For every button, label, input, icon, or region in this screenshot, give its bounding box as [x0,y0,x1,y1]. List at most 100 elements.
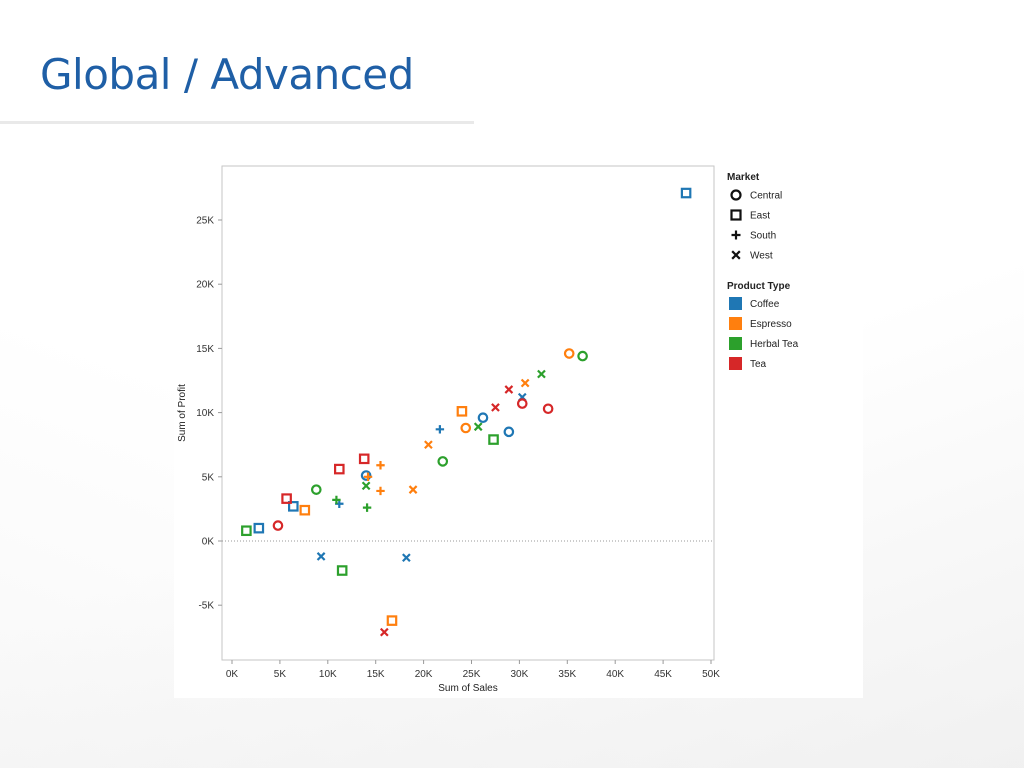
point-central-espresso-shape [563,348,575,359]
legend: Market Central East South West Product Type Co… [727,172,799,370]
slide-title: Global / Advanced [40,50,414,99]
point-east-coffee-shape [253,522,265,534]
legend-square-icon [730,209,742,221]
point-west-herbal-tea-shape [537,369,546,379]
legend-cross-icon [731,250,741,260]
legend-product-label: Coffee [750,299,780,310]
legend-swatch [729,357,742,370]
point-central-coffee [503,426,515,438]
point-central-tea-shape [542,403,554,415]
x-tick-label: 25K [463,669,481,680]
point-east-espresso-shape [386,615,398,626]
y-axis-title: Sum of Profit [177,384,188,442]
point-central-herbal-tea-shape [577,350,588,362]
point-east-espresso [456,406,468,417]
point-central-tea-shape [516,398,528,409]
scatter-chart: 0K 5K 10K 15K 20K 25K 30K 35K 40K 45K 50K -5K 0K 5K 1… [177,165,799,694]
point-east-herbal-tea [336,565,348,576]
legend-circle-icon [730,189,742,201]
point-east-espresso-shape [456,406,468,417]
point-central-coffee-shape [503,426,515,438]
point-central-tea-shape [272,520,284,531]
point-central-tea [272,520,284,531]
point-west-tea-shape [491,403,500,412]
x-tick-label: 30K [511,669,529,680]
legend-square-icon-shape [730,209,742,221]
point-west-espresso-shape [520,378,530,388]
point-east-tea [281,493,292,504]
point-east-coffee [288,501,299,512]
point-south-espresso-shape [363,472,373,481]
legend-product-title: Product Type [727,281,791,292]
data-points [241,187,692,637]
point-east-tea-shape [281,493,292,504]
point-west-herbal-tea-shape [361,481,371,491]
y-tick-label: 25K [196,216,214,227]
point-central-coffee-shape [360,470,372,481]
point-east-coffee-shape [680,187,692,199]
point-east-herbal-tea-shape [241,525,252,537]
point-south-coffee [435,425,445,434]
point-west-tea [379,627,389,637]
point-east-espresso [386,615,398,626]
y-tick-label: 0K [202,537,215,548]
x-tick-label: 40K [606,669,624,680]
point-west-herbal-tea-shape [473,422,483,432]
y-axis: -5K 0K 5K 10K 15K 20K 25K [196,216,222,612]
legend-swatch [729,337,742,350]
legend-plus-icon [731,230,741,240]
point-west-herbal-tea [361,481,371,491]
legend-market-label: Central [750,191,782,202]
point-west-herbal-tea [537,369,546,379]
point-east-tea [358,453,370,465]
point-central-tea [542,403,554,415]
point-central-herbal-tea [311,484,322,495]
x-tick-label: 50K [702,669,720,680]
y-tick-label: 5K [202,472,215,483]
legend-circle-icon-shape [730,189,742,201]
point-east-herbal-tea-shape [336,565,348,576]
point-east-herbal-tea [488,434,499,445]
point-south-herbal-tea [332,495,341,505]
y-tick-label: 15K [196,344,214,355]
legend-market-label: West [750,251,773,262]
point-east-coffee-shape [288,501,299,512]
legend-product-label: Tea [750,359,767,370]
point-central-herbal-tea [437,456,449,467]
point-south-espresso [363,472,373,481]
legend-product-label: Espresso [750,319,792,330]
chart-panel: 0K 5K 10K 15K 20K 25K 30K 35K 40K 45K 50K -5K 0K 5K 1… [174,152,863,698]
x-tick-label: 15K [367,669,385,680]
x-tick-label: 0K [226,669,239,680]
point-west-espresso-shape [408,485,418,494]
x-axis: 0K 5K 10K 15K 20K 25K 30K 35K 40K 45K 50K [226,660,720,680]
point-central-coffee [477,412,489,424]
point-south-herbal-tea-shape [332,495,341,505]
point-east-herbal-tea-shape [488,434,499,445]
point-south-herbal-tea-shape [362,503,372,512]
point-east-coffee [680,187,692,199]
point-west-tea-shape [504,385,514,394]
point-central-espresso-shape [460,422,472,434]
point-east-espresso [299,504,311,516]
point-west-tea-shape [379,627,389,637]
point-central-coffee [360,470,372,481]
point-east-herbal-tea [241,525,252,537]
point-south-espresso [376,461,385,470]
x-tick-label: 20K [415,669,433,680]
plot-frame [221,165,715,661]
x-tick-label: 45K [654,669,672,680]
point-east-tea-shape [358,453,370,465]
point-central-espresso [460,422,472,434]
point-west-coffee-shape [402,553,411,563]
point-west-tea [504,385,514,394]
point-central-herbal-tea-shape [311,484,322,495]
point-west-coffee-shape [316,552,326,561]
legend-swatch [729,297,742,310]
point-central-herbal-tea-shape [437,456,449,467]
point-west-coffee [402,553,411,563]
point-west-espresso [520,378,530,388]
point-central-tea [516,398,528,409]
point-west-herbal-tea [473,422,483,432]
legend-plus-icon-shape [731,230,741,240]
